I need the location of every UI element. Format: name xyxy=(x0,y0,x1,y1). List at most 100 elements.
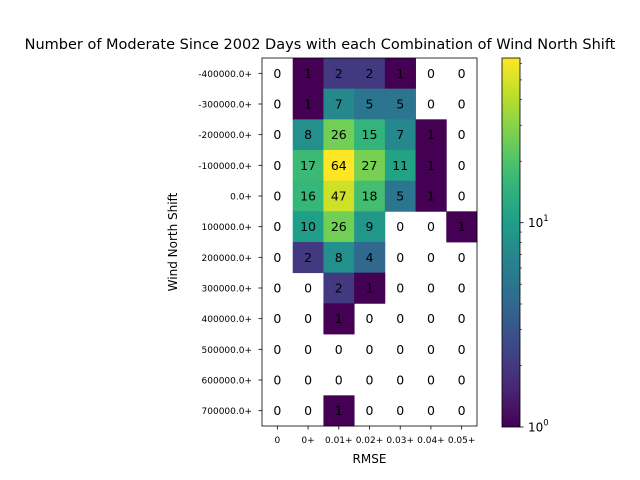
cell-value-label: 27 xyxy=(362,158,378,173)
cell-value-label: 0 xyxy=(335,342,343,357)
cell-value-label: 0 xyxy=(396,281,404,296)
cell-value-label: 0 xyxy=(427,250,435,265)
heatmap-cell xyxy=(384,119,416,151)
x-axis-ticks: 0 0+ 0.01+ 0.02+ 0.03+ 0.04+ 0.05+ xyxy=(274,426,475,446)
cell-value-label: 4 xyxy=(366,250,374,265)
cell-value-label: 0 xyxy=(366,373,374,388)
heatmap-cell xyxy=(415,180,447,212)
heatmap-cell xyxy=(354,58,386,90)
cell-value-label: 0 xyxy=(304,281,312,296)
cell-value-label: 0 xyxy=(396,311,404,326)
heatmap-cell xyxy=(354,180,386,212)
heatmap-cell xyxy=(323,119,355,151)
cell-value-label: 0 xyxy=(427,97,435,112)
cell-value-label: 0 xyxy=(366,311,374,326)
cell-value-label: 8 xyxy=(304,127,312,142)
cell-value-label: 0 xyxy=(273,127,281,142)
heatmap-cell xyxy=(292,58,324,90)
x-tick-label: 0.03+ xyxy=(386,436,414,446)
cell-value-label: 0 xyxy=(396,403,404,418)
cell-value-label: 2 xyxy=(366,66,374,81)
y-tick-label: 0.0+ xyxy=(230,193,252,203)
y-tick-label: -400000.0+ xyxy=(198,70,252,80)
heatmap-cell xyxy=(384,88,416,120)
cell-value-label: 0 xyxy=(427,342,435,357)
cell-value-label: 0 xyxy=(396,219,404,234)
x-tick-label: 0.01+ xyxy=(325,436,353,446)
heatmap-cell xyxy=(323,180,355,212)
heatmap-cell xyxy=(354,88,386,120)
cell-value-label: 0 xyxy=(458,158,466,173)
cell-value-label: 0 xyxy=(427,219,435,234)
cell-value-label: 1 xyxy=(304,97,312,112)
cell-value-label: 0 xyxy=(273,403,281,418)
cell-value-label: 0 xyxy=(427,373,435,388)
y-tick-label: -200000.0+ xyxy=(198,131,252,141)
heatmap-cell xyxy=(354,242,386,274)
cell-value-label: 0 xyxy=(273,66,281,81)
cell-value-label: 0 xyxy=(458,189,466,204)
cell-value-label: 1 xyxy=(335,403,343,418)
cell-value-label: 0 xyxy=(458,127,466,142)
cell-value-label: 17 xyxy=(300,158,316,173)
cell-value-label: 1 xyxy=(427,189,435,204)
cell-value-label: 0 xyxy=(396,250,404,265)
cell-value-label: 7 xyxy=(396,127,404,142)
cell-value-label: 8 xyxy=(335,250,343,265)
cell-value-label: 0 xyxy=(396,373,404,388)
cell-value-label: 0 xyxy=(458,403,466,418)
cell-value-label: 0 xyxy=(304,403,312,418)
heatmap-cell xyxy=(292,180,324,212)
heatmap-cell xyxy=(354,272,386,304)
cell-value-label: 0 xyxy=(396,342,404,357)
cell-value-label: 1 xyxy=(335,311,343,326)
heatmap-cell xyxy=(292,150,324,182)
cell-value-label: 0 xyxy=(273,281,281,296)
cell-value-label: 15 xyxy=(362,127,378,142)
cell-value-label: 1 xyxy=(427,127,435,142)
colorbar-tick-label: 101 xyxy=(528,214,549,230)
heatmap-cell xyxy=(384,180,416,212)
heatmap-cell xyxy=(323,150,355,182)
cell-value-label: 1 xyxy=(396,66,404,81)
cell-value-label: 7 xyxy=(335,97,343,112)
heatmap-cell xyxy=(292,119,324,151)
cell-value-label: 11 xyxy=(392,158,408,173)
heatmap-cell xyxy=(415,150,447,182)
y-axis-ticks: -400000.0+ -300000.0+ -200000.0+ -100000.0+… xyxy=(198,70,262,417)
x-tick-label: 0.05+ xyxy=(448,436,476,446)
cell-value-label: 0 xyxy=(273,97,281,112)
cell-value-label: 18 xyxy=(362,189,378,204)
cell-value-label: 26 xyxy=(331,127,347,142)
cell-value-label: 10 xyxy=(300,219,316,234)
cell-value-label: 0 xyxy=(458,373,466,388)
colorbar-ticks: 100 101 xyxy=(520,63,549,435)
cell-value-label: 0 xyxy=(273,311,281,326)
y-tick-label: -300000.0+ xyxy=(198,101,252,111)
heatmap-cell xyxy=(292,88,324,120)
heatmap-cell xyxy=(446,211,478,243)
heatmap-cells xyxy=(292,58,478,427)
cell-value-label: 0 xyxy=(273,250,281,265)
y-tick-label: 200000.0+ xyxy=(202,254,252,264)
chart-title: Number of Moderate Since 2002 Days with … xyxy=(25,37,616,53)
heatmap-cell xyxy=(354,150,386,182)
cell-value-label: 0 xyxy=(273,219,281,234)
cell-value-label: 0 xyxy=(304,311,312,326)
cell-value-label: 1 xyxy=(427,158,435,173)
cell-value-label: 47 xyxy=(331,189,347,204)
cell-value-label: 0 xyxy=(273,373,281,388)
colorbar-tick-label: 100 xyxy=(528,419,549,435)
heatmap-cell xyxy=(415,119,447,151)
x-tick-label: 0.02+ xyxy=(356,436,384,446)
y-tick-label: 600000.0+ xyxy=(202,377,252,387)
cell-value-label: 0 xyxy=(458,66,466,81)
y-tick-label: 400000.0+ xyxy=(202,315,252,325)
cell-value-label: 1 xyxy=(458,219,466,234)
y-tick-label: 700000.0+ xyxy=(202,407,252,417)
heatmap-cell xyxy=(323,211,355,243)
cell-value-label: 2 xyxy=(335,281,343,296)
y-tick-label: 500000.0+ xyxy=(202,346,252,356)
cell-value-label: 5 xyxy=(396,97,404,112)
cell-value-label: 0 xyxy=(273,189,281,204)
